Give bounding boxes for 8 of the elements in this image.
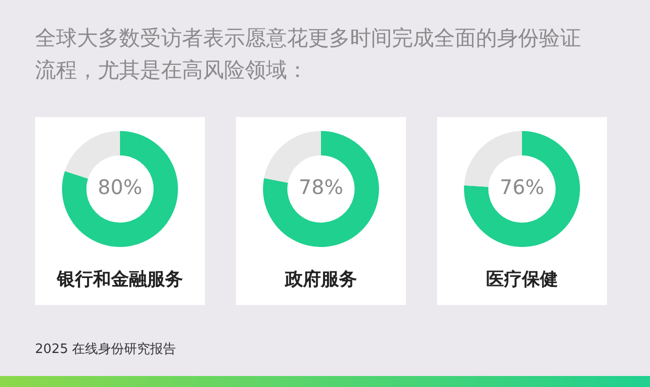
text: 2025 在线身份研究报告 [35,341,176,358]
data-label: 78% [298,175,344,200]
data-label: 80% [98,175,142,200]
data-label: 76% [500,175,544,200]
text: 全球大多数受访者表示愿意花更多时间完成全面的身份验证流程，尤其是在高风险领域： [35,25,582,84]
text: 医疗保健 [486,268,558,291]
text: 政府服务 [285,268,357,291]
text: 银行和金融服务 [57,268,183,291]
